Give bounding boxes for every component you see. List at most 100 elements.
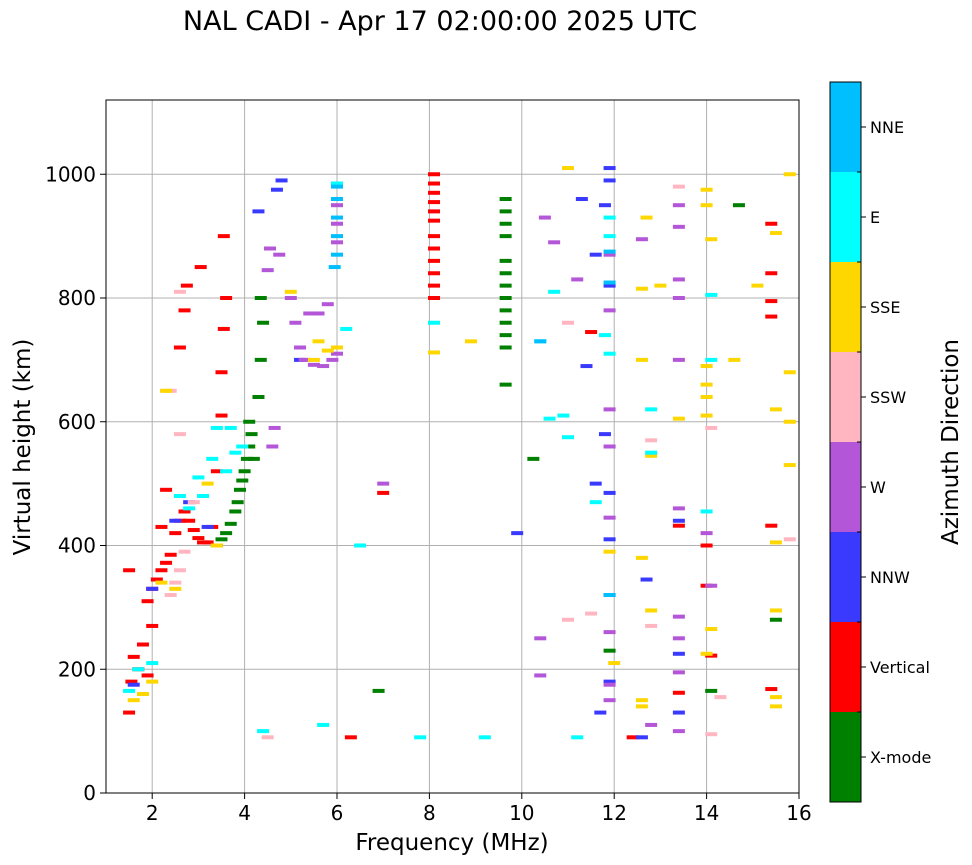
x-tick-label: 16 xyxy=(786,801,811,825)
echo-point-w xyxy=(603,444,616,449)
colorbar-segment xyxy=(830,442,861,532)
echo-point-sse xyxy=(783,419,796,424)
echo-point-sse xyxy=(654,283,667,288)
echo-point-vertical xyxy=(672,523,685,528)
echo-point-sse xyxy=(769,540,782,545)
echo-point-vertical xyxy=(220,296,233,300)
echo-point-w xyxy=(289,320,302,325)
echo-point-vertical xyxy=(155,524,168,529)
echo-point-w xyxy=(321,302,334,307)
echo-point-e xyxy=(146,661,159,666)
echo-point-e xyxy=(236,444,249,449)
colorbar-segment xyxy=(830,532,861,622)
echo-point-w xyxy=(635,237,648,242)
echo-point-w xyxy=(672,729,685,734)
echo-point-x-mode xyxy=(499,345,512,350)
echo-point-sse xyxy=(640,215,653,220)
x-tick-label: 10 xyxy=(509,801,534,825)
echo-point-vertical xyxy=(428,234,441,239)
echo-point-sse xyxy=(672,416,685,421)
echo-point-x-mode xyxy=(229,509,242,514)
echo-point-w xyxy=(303,311,316,316)
colorbar-tick-label: W xyxy=(870,478,886,497)
echo-point-x-mode xyxy=(527,456,540,461)
echo-point-x-mode xyxy=(603,648,616,653)
echo-point-ssw xyxy=(645,438,658,443)
echo-point-sse xyxy=(562,166,574,171)
y-tick-label: 1000 xyxy=(45,162,96,186)
echo-point-sse xyxy=(769,704,782,709)
echo-point-sse xyxy=(705,627,718,632)
echo-point-x-mode xyxy=(499,382,512,387)
echo-point-sse xyxy=(645,608,658,613)
echo-point-vertical xyxy=(428,271,441,276)
echo-point-w xyxy=(268,425,281,430)
colorbar-tick-label: E xyxy=(870,208,880,227)
echo-point-e xyxy=(123,688,136,693)
echo-point-e xyxy=(428,320,441,325)
colorbar-tick-label: X-mode xyxy=(870,748,931,767)
echo-point-e xyxy=(229,450,242,455)
echo-point-vertical xyxy=(428,200,441,205)
echo-point-sse xyxy=(169,586,182,591)
y-axis-ticks: 0 200 400 600 800 1000 xyxy=(45,162,106,805)
colorbar-segment xyxy=(830,262,861,352)
echo-point-nnw xyxy=(589,252,602,257)
echo-point-nnw xyxy=(201,524,214,529)
echo-point-nnw xyxy=(672,651,685,656)
echo-point-w xyxy=(273,252,286,257)
echo-point-x-mode xyxy=(257,320,270,325)
echo-point-x-mode xyxy=(254,296,267,300)
echo-point-sse xyxy=(645,453,658,458)
echo-point-ssw xyxy=(173,289,186,294)
echo-point-e xyxy=(331,181,343,186)
echo-point-vertical xyxy=(765,299,778,304)
echo-point-x-mode xyxy=(233,487,246,492)
echo-point-vertical xyxy=(765,314,778,319)
echo-point-nnw xyxy=(603,283,616,288)
echo-point-x-mode xyxy=(236,478,249,483)
echo-point-vertical xyxy=(201,540,214,545)
echo-point-vertical xyxy=(178,308,191,313)
colorbar-tick-label: NNE xyxy=(870,118,904,137)
echo-point-w xyxy=(672,224,685,229)
echo-point-e xyxy=(705,357,718,362)
y-tick-label: 400 xyxy=(58,534,96,558)
echo-point-vertical xyxy=(136,642,149,647)
echo-point-e xyxy=(197,494,210,498)
echo-point-ssw xyxy=(173,432,186,437)
echo-point-e xyxy=(354,543,367,548)
echo-point-e xyxy=(603,234,616,239)
echo-point-nne xyxy=(328,265,341,270)
echo-point-x-mode xyxy=(769,617,782,622)
echo-point-sse xyxy=(700,651,713,656)
echo-point-nnw xyxy=(603,178,616,183)
echo-point-w xyxy=(672,614,685,619)
echo-point-vertical xyxy=(169,531,182,536)
echo-point-w xyxy=(317,364,330,369)
echo-point-x-mode xyxy=(247,456,260,461)
echo-point-w xyxy=(700,531,713,536)
echo-point-sse xyxy=(608,661,621,666)
plot-frame xyxy=(105,99,800,794)
echo-point-x-mode xyxy=(252,395,265,399)
echo-point-ssw xyxy=(714,695,727,700)
echo-point-w xyxy=(672,357,685,362)
echo-point-sse xyxy=(136,692,149,696)
echo-point-e xyxy=(257,729,270,734)
y-tick-label: 200 xyxy=(58,657,96,681)
echo-point-x-mode xyxy=(499,283,512,288)
echo-point-e xyxy=(192,475,205,480)
colorbar-segment xyxy=(830,82,861,172)
echo-point-nne xyxy=(331,234,343,239)
echo-point-x-mode xyxy=(705,688,718,693)
echo-point-x-mode xyxy=(499,296,512,300)
echo-point-x-mode xyxy=(499,221,512,226)
echo-point-sse xyxy=(728,357,741,362)
echo-point-sse xyxy=(769,231,782,236)
echo-point-nne xyxy=(534,339,547,344)
echo-point-nnw xyxy=(603,679,616,684)
echo-point-vertical xyxy=(428,283,441,288)
echo-point-vertical xyxy=(765,523,778,528)
echo-point-w xyxy=(331,203,343,208)
